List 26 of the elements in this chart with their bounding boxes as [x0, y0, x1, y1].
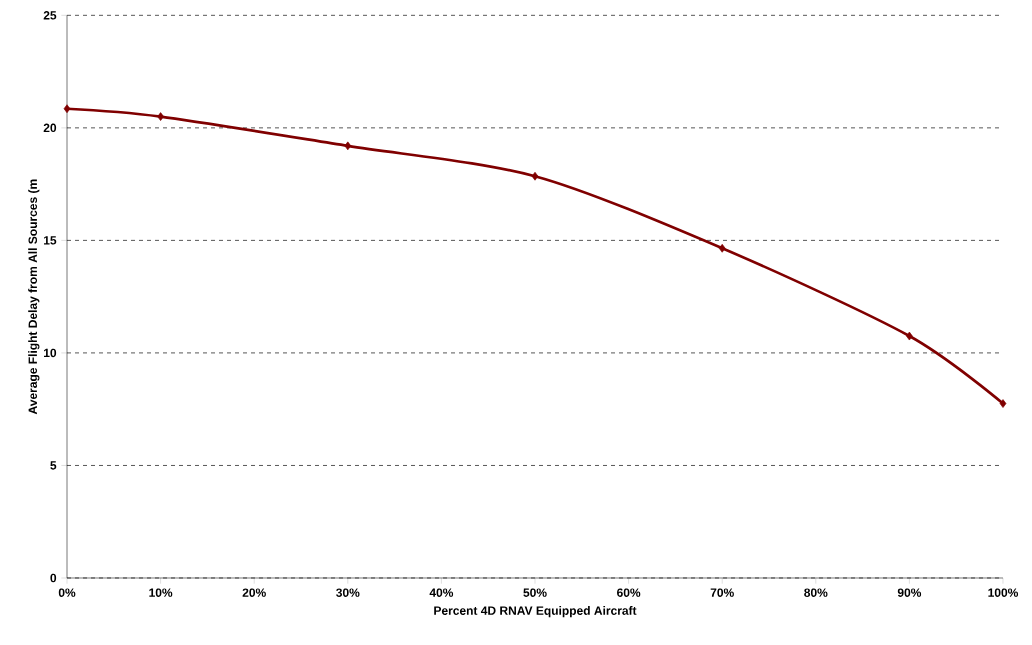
x-tick-label: 100% [988, 588, 1019, 597]
x-tick-label: 0% [58, 588, 76, 597]
point [906, 331, 913, 341]
y-tick-label: 10 [44, 348, 57, 358]
y-tick-label: 5 [50, 461, 57, 470]
y-tick-label: 0 [50, 573, 57, 583]
point [157, 112, 164, 121]
x-tick-label: 50% [523, 588, 547, 597]
y-tick-label: 20 [43, 123, 57, 133]
x-tick-label: 60% [617, 588, 641, 597]
point [63, 104, 71, 114]
point [344, 141, 352, 151]
x-tick-label: 70% [710, 588, 734, 597]
y-tick-label: 15 [44, 236, 57, 245]
point [999, 399, 1007, 408]
x-tick-label: 20% [242, 588, 266, 597]
y-tick-label: 25 [43, 11, 57, 20]
point [718, 243, 726, 253]
point [531, 171, 539, 181]
x-tick-label: 80% [804, 588, 828, 597]
x-tick-label: 90% [897, 588, 922, 597]
x-tick-label: 40% [429, 588, 454, 597]
x-tick-label: 10% [149, 588, 173, 597]
y-axis-title: Average Flight Delay from All Sources (m [28, 179, 40, 415]
x-tick-label: 30% [336, 588, 360, 597]
x-axis-title: Percent 4D RNAV Equipped Aircraft [434, 606, 637, 618]
